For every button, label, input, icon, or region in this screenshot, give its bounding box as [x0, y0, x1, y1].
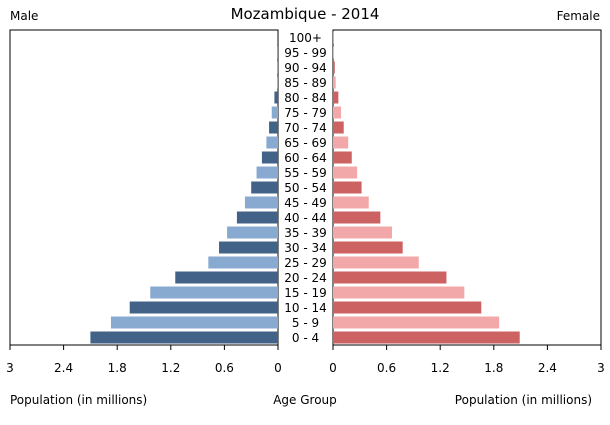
x-tick-label-left: 2.4: [54, 361, 73, 375]
female-bar: [333, 106, 342, 119]
age-group-label: 30 - 34: [284, 241, 327, 255]
x-tick-label-right: 0.6: [377, 361, 396, 375]
male-bar: [244, 196, 278, 209]
x-axis-label-left: Population (in millions): [10, 393, 148, 407]
age-group-label: 75 - 79: [284, 106, 327, 120]
female-bar: [333, 286, 465, 299]
female-bar: [333, 331, 520, 344]
age-group-label: 45 - 49: [284, 196, 327, 210]
age-group-label: 25 - 29: [284, 256, 327, 270]
age-group-label: 70 - 74: [284, 121, 327, 135]
female-label: Female: [556, 9, 600, 23]
female-bar: [333, 136, 349, 149]
female-bar: [333, 211, 381, 224]
x-tick-label-left: 3: [6, 361, 14, 375]
age-group-label: 40 - 44: [284, 211, 327, 225]
male-bar: [219, 241, 278, 254]
chart-title: Mozambique - 2014: [230, 5, 380, 23]
female-bar: [333, 61, 335, 74]
x-axis-label-center: Age Group: [273, 393, 337, 407]
female-bar: [333, 46, 334, 59]
female-bar: [333, 196, 369, 209]
age-group-label: 95 - 99: [284, 46, 327, 60]
x-tick-label-left: 0: [274, 361, 282, 375]
female-bar: [333, 181, 362, 194]
male-bar: [236, 211, 278, 224]
male-bar: [266, 136, 278, 149]
male-bar: [208, 256, 278, 269]
female-bar: [333, 301, 482, 314]
x-tick-label-right: 0: [329, 361, 337, 375]
x-tick-label-right: 3: [597, 361, 605, 375]
age-group-label: 10 - 14: [284, 301, 327, 315]
x-tick-label-left: 1.2: [161, 361, 180, 375]
male-bar: [175, 271, 278, 284]
female-bar: [333, 121, 344, 134]
female-bar: [333, 226, 392, 239]
female-bar: [333, 91, 339, 104]
male-bar: [271, 106, 278, 119]
male-bar: [110, 316, 279, 329]
male-bar: [227, 226, 278, 239]
age-group-label: 5 - 9: [292, 316, 319, 330]
female-bar: [333, 256, 419, 269]
x-tick-label-left: 1.8: [108, 361, 127, 375]
age-group-label: 15 - 19: [284, 286, 327, 300]
female-bar: [333, 76, 336, 89]
age-group-label: 20 - 24: [284, 271, 327, 285]
x-tick-label-right: 2.4: [538, 361, 557, 375]
male-bar: [269, 121, 278, 134]
x-tick-label-right: 1.2: [431, 361, 450, 375]
female-bar: [333, 316, 500, 329]
male-bar: [129, 301, 278, 314]
age-group-label: 90 - 94: [284, 61, 327, 75]
male-bar: [256, 166, 278, 179]
female-bar: [333, 166, 358, 179]
male-label: Male: [10, 9, 39, 23]
male-bar: [274, 91, 278, 104]
male-bar: [261, 151, 278, 164]
age-group-label: 55 - 59: [284, 166, 327, 180]
age-group-label: 65 - 69: [284, 136, 327, 150]
age-group-label: 100+: [289, 31, 322, 45]
age-group-label: 35 - 39: [284, 226, 327, 240]
x-tick-label-right: 1.8: [484, 361, 503, 375]
male-bar: [251, 181, 278, 194]
male-bar: [277, 76, 278, 89]
x-axis-label-right: Population (in millions): [454, 393, 592, 407]
male-bar: [150, 286, 278, 299]
age-group-label: 85 - 89: [284, 76, 327, 90]
female-bar: [333, 271, 447, 284]
male-bar: [90, 331, 279, 344]
age-group-label: 60 - 64: [284, 151, 327, 165]
female-bar: [333, 241, 403, 254]
x-tick-label-left: 0.6: [215, 361, 234, 375]
age-group-label: 50 - 54: [284, 181, 327, 195]
age-group-label: 80 - 84: [284, 91, 327, 105]
female-bar: [333, 151, 352, 164]
age-group-label: 0 - 4: [292, 331, 319, 345]
